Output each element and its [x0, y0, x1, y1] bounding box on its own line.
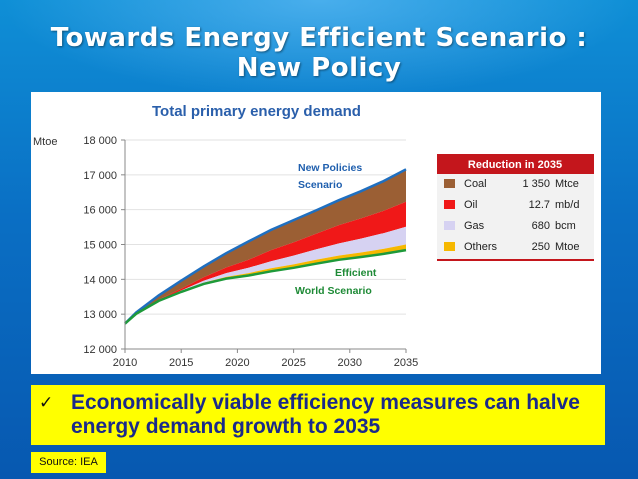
band-gas — [125, 226, 406, 324]
new-policies-label-line1: New Policies — [298, 162, 362, 174]
y-tick-label: 13 000 — [83, 309, 117, 321]
y-axis-label: Mtoe — [33, 136, 57, 148]
new-policies-line — [124, 168, 407, 325]
x-tick-label: 2015 — [169, 357, 193, 369]
legend-name-oil: Oil — [464, 199, 477, 211]
new-policies-label-line2: Scenario — [298, 179, 342, 191]
legend-value-gas: 680 — [532, 220, 550, 232]
checkmark-icon: ✓ — [39, 393, 54, 413]
x-tick-label: 2020 — [225, 357, 249, 369]
title-glow — [0, 0, 638, 100]
legend-swatch-gas — [444, 221, 455, 230]
legend-title: Reduction in 2035 — [468, 159, 562, 171]
slide-title-line2: New Policy — [236, 53, 402, 83]
x-tick-label: 2030 — [338, 357, 362, 369]
band-coal — [125, 169, 406, 324]
y-tick-label: 18 000 — [83, 135, 117, 147]
legend-unit-coal: Mtce — [555, 178, 579, 190]
x-tick-label: 2025 — [281, 357, 305, 369]
legend-name-coal: Coal — [464, 178, 487, 190]
legend-body — [437, 174, 594, 260]
x-tick-label: 2010 — [113, 357, 137, 369]
source-label: Source: IEA — [31, 452, 106, 473]
legend-unit-gas: bcm — [555, 220, 576, 232]
y-tick-label: 15 000 — [83, 240, 117, 252]
legend-swatch-coal — [444, 179, 455, 188]
chart-panel: Total primary energy demand Mtoe 12 000 1… — [31, 92, 601, 374]
efficient-world-line — [124, 248, 407, 325]
legend-header — [437, 154, 594, 174]
legend-swatch-others — [444, 242, 455, 251]
chart-title: Total primary energy demand — [152, 103, 361, 120]
y-tick-label: 14 000 — [83, 274, 117, 286]
key-point-box: ✓ Economically viable efficiency measure… — [31, 385, 605, 445]
legend-unit-others: Mtoe — [555, 241, 579, 253]
legend-swatch-oil — [444, 200, 455, 209]
legend-unit-oil: mb/d — [555, 199, 579, 211]
legend-value-oil: 12.7 — [529, 199, 550, 211]
y-tick-label: 17 000 — [83, 170, 117, 182]
key-point-text: Economically viable efficiency measures … — [71, 391, 580, 438]
band-oil — [125, 201, 406, 324]
energy-demand-chart: Total primary energy demand Mtoe 12 000 1… — [33, 103, 594, 369]
y-tick-label: 16 000 — [83, 205, 117, 217]
band-others — [125, 244, 406, 324]
legend-name-others: Others — [464, 241, 498, 253]
efficient-label-line1: Efficient — [335, 267, 377, 279]
y-tick-label: 12 000 — [83, 344, 117, 356]
efficient-label-line2: World Scenario — [295, 285, 372, 297]
x-tick-label: 2035 — [394, 357, 418, 369]
legend-value-coal: 1 350 — [522, 178, 550, 190]
legend-value-others: 250 — [532, 241, 550, 253]
slide-title-line1: Towards Energy Efficient Scenario : — [50, 23, 588, 53]
legend-name-gas: Gas — [464, 220, 485, 232]
